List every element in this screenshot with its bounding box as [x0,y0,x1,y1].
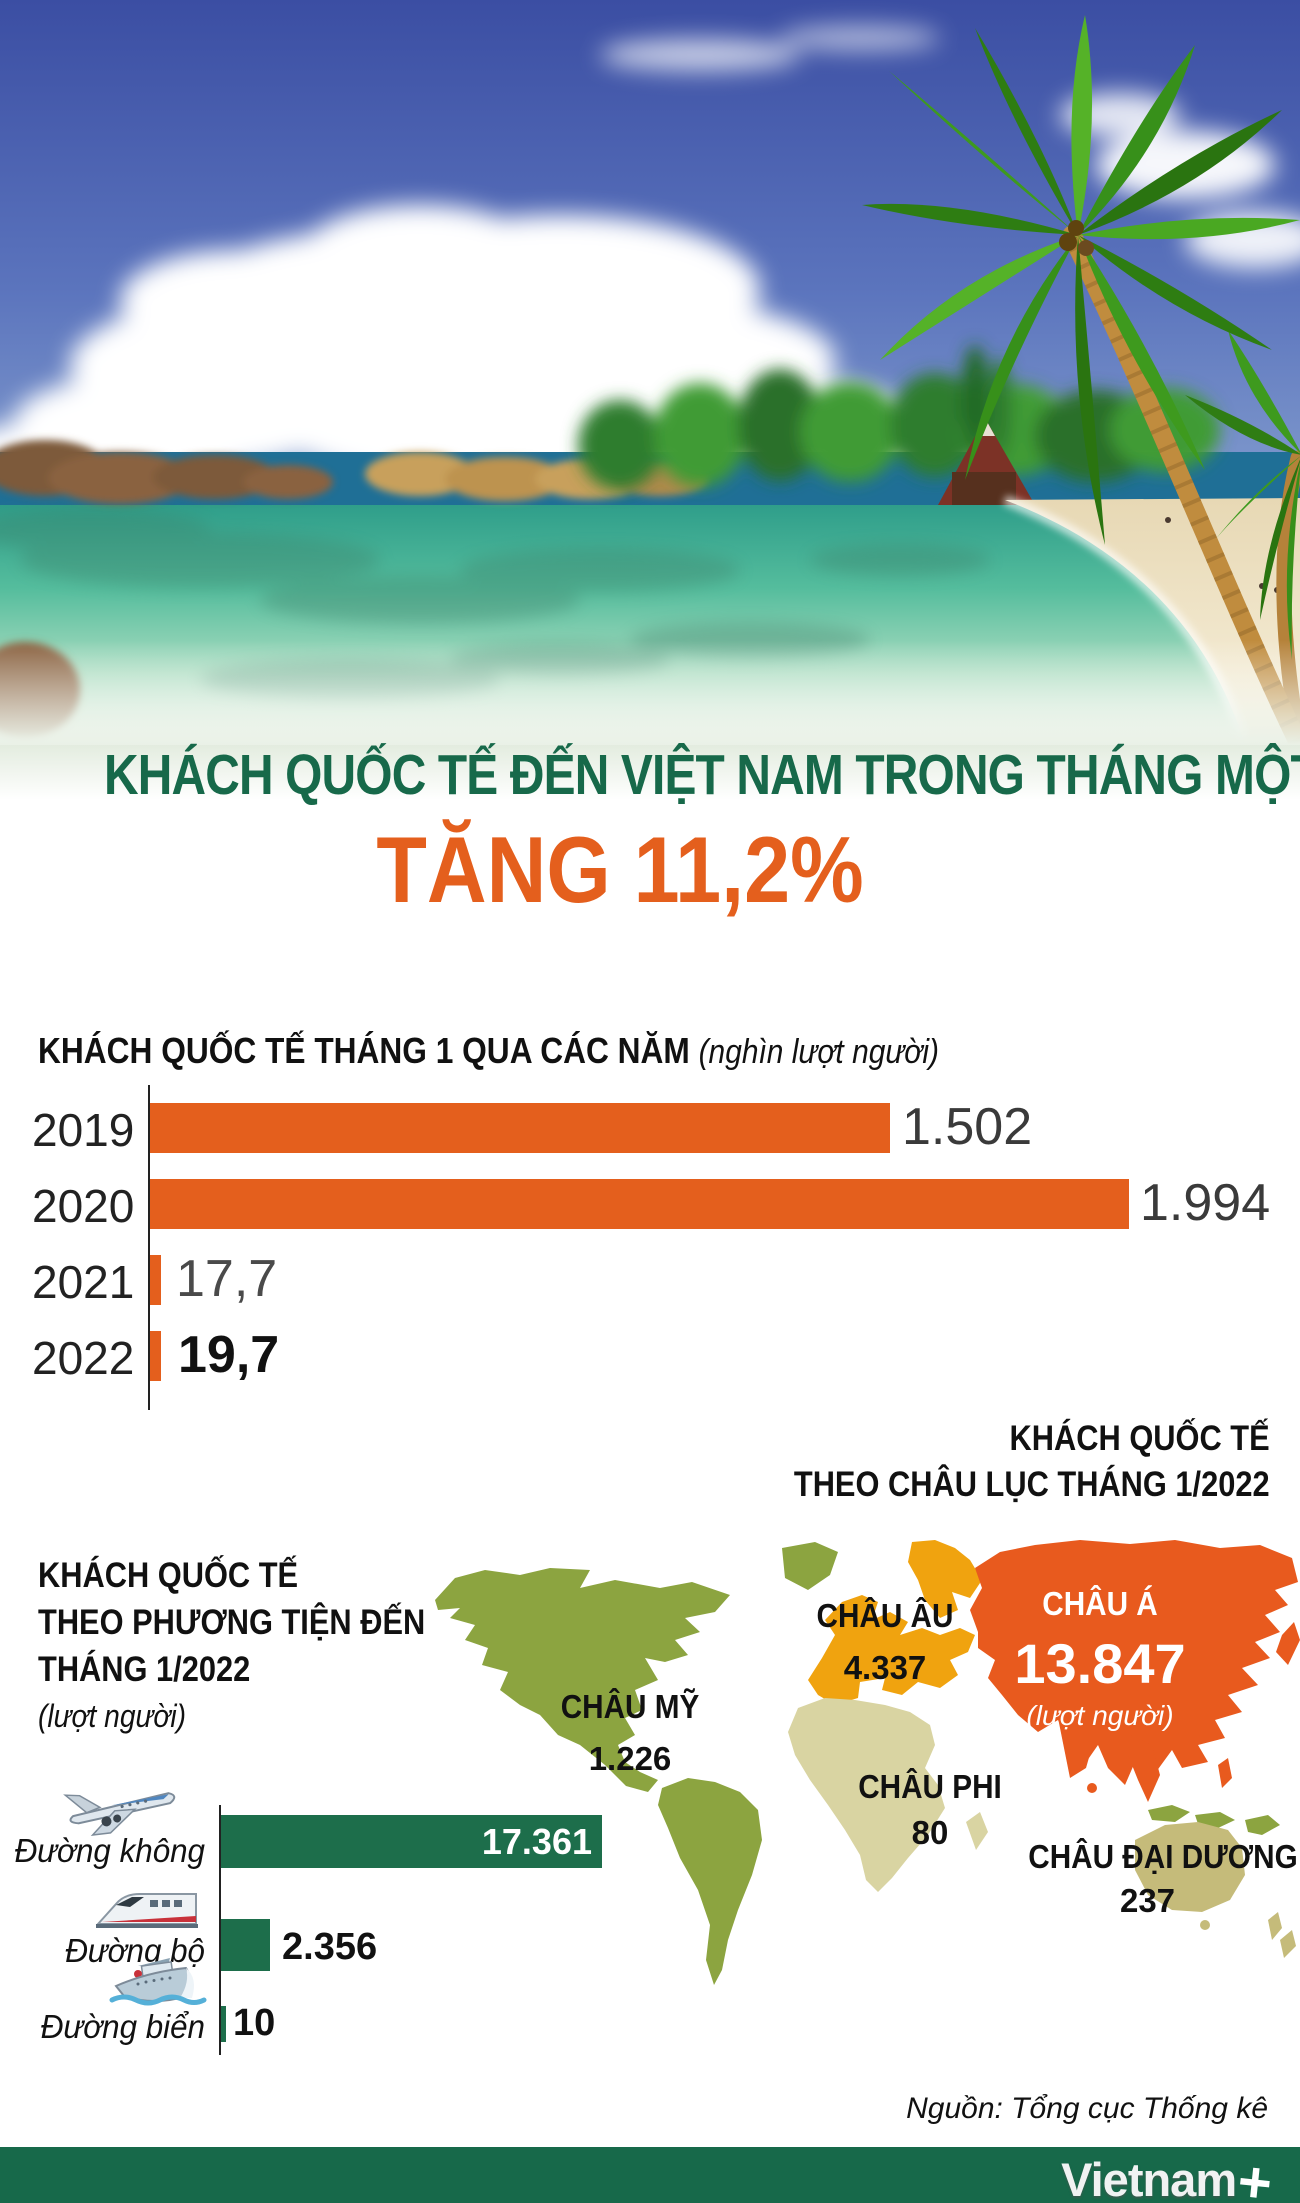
footer-bar: Vietnam+ [0,2147,1300,2203]
source-credit: Nguồn: Tổng cục Thống kê [906,2092,1268,2125]
years-chart-unit: (nghìn lượt người) [698,1033,940,1071]
asia-value: 13.847 [1014,1632,1186,1695]
continent-asia [970,1540,1300,1802]
continent-heading-line2: THEO CHÂU LỤC THÁNG 1/2022 [794,1465,1270,1504]
africa-name: CHÂU PHI [858,1768,1002,1805]
year-label-2022: 2022 [32,1332,135,1384]
bar-2022 [150,1331,161,1381]
year-label-2020: 2020 [32,1180,135,1232]
americas-name: CHÂU MỸ [560,1688,700,1725]
continent-europe [808,1540,982,1705]
transport-unit: (lượt người) [38,1698,186,1734]
label-africa: CHÂU PHI 80 [840,1768,1020,1852]
oceania-name: CHÂU ĐẠI DƯƠNG [1028,1838,1298,1875]
label-oceania: CHÂU ĐẠI DƯƠNG 237 [1015,1838,1298,1920]
train-icon [92,1886,202,1932]
bar-2019 [150,1103,890,1153]
europe-value: 4.337 [843,1649,927,1686]
photo-fade [0,640,1300,745]
page-title: KHÁCH QUỐC TẾ ĐẾN VIỆT NAM TRONG THÁNG M… [104,743,1300,807]
bar-road [221,1919,270,1971]
year-label-2019: 2019 [32,1104,135,1156]
airplane-icon [52,1776,187,1837]
years-chart-axis [148,1085,150,1410]
ship-icon [108,1952,208,2014]
years-chart-title: KHÁCH QUỐC TẾ THÁNG 1 QUA CÁC NĂM [38,1030,690,1071]
logo-text: Vietnam [1061,2153,1237,2203]
oceania-value: 237 [1119,1882,1176,1919]
transport-heading-line3: THÁNG 1/2022 [38,1650,251,1689]
transport-heading-line2: THEO PHƯƠNG TIỆN ĐẾN [38,1603,426,1642]
palm-tree-main [862,15,1300,752]
africa-value: 80 [911,1814,949,1851]
asia-unit: (lượt người) [1026,1700,1174,1731]
continent-africa [788,1698,988,1892]
label-asia: CHÂU Á 13.847 (lượt người) [1005,1585,1195,1732]
transport-label-air: Đường không [14,1832,206,1869]
value-2020: 1.994 [1140,1174,1271,1232]
vietnamplus-logo: Vietnam+ [1061,2148,1275,2203]
bar-2020 [150,1179,1129,1229]
label-americas: CHÂU MỸ 1.226 [540,1688,720,1778]
transport-heading-line1: KHÁCH QUỐC TẾ [38,1556,299,1595]
label-europe: CHÂU ÂU 4.337 [795,1597,975,1687]
bar-sea [221,2006,226,2042]
europe-name: CHÂU ÂU [816,1597,954,1634]
value-2021: 17,7 [176,1250,278,1308]
years-chart-heading: KHÁCH QUỐC TẾ THÁNG 1 QUA CÁC NĂM (nghìn… [38,1030,939,1072]
year-label-2021: 2021 [32,1256,135,1308]
continent-australia [1135,1822,1296,1958]
continent-heading-line1: KHÁCH QUỐC TẾ [1009,1419,1270,1458]
americas-value: 1.226 [588,1740,672,1777]
asia-name: CHÂU Á [1042,1585,1158,1622]
title-background [0,745,1300,800]
transport-chart-axis [219,1805,221,2055]
transport-label-road: Đường bộ [65,1932,205,1969]
continent-americas [435,1542,838,1985]
bar-2021 [150,1255,161,1305]
beach-photo [0,0,1300,753]
value-sea: 10 [233,2002,276,2044]
value-2022: 19,7 [178,1326,280,1384]
continent-section-heading: KHÁCH QUỐC TẾ THEO CHÂU LỤC THÁNG 1/2022 [794,1416,1270,1508]
transport-label-sea: Đường biển [40,2008,205,2045]
bar-air: 17.361 [221,1815,602,1868]
world-map [430,1540,1300,1990]
value-road: 2.356 [282,1926,378,1968]
headline-percentage: TĂNG 11,2% [376,817,864,922]
transport-section-heading: KHÁCH QUỐC TẾ THEO PHƯƠNG TIỆN ĐẾN THÁNG… [38,1552,425,1740]
value-2019: 1.502 [902,1098,1033,1156]
value-air: 17.361 [481,1821,592,1862]
logo-plus-icon: + [1234,2148,1276,2203]
